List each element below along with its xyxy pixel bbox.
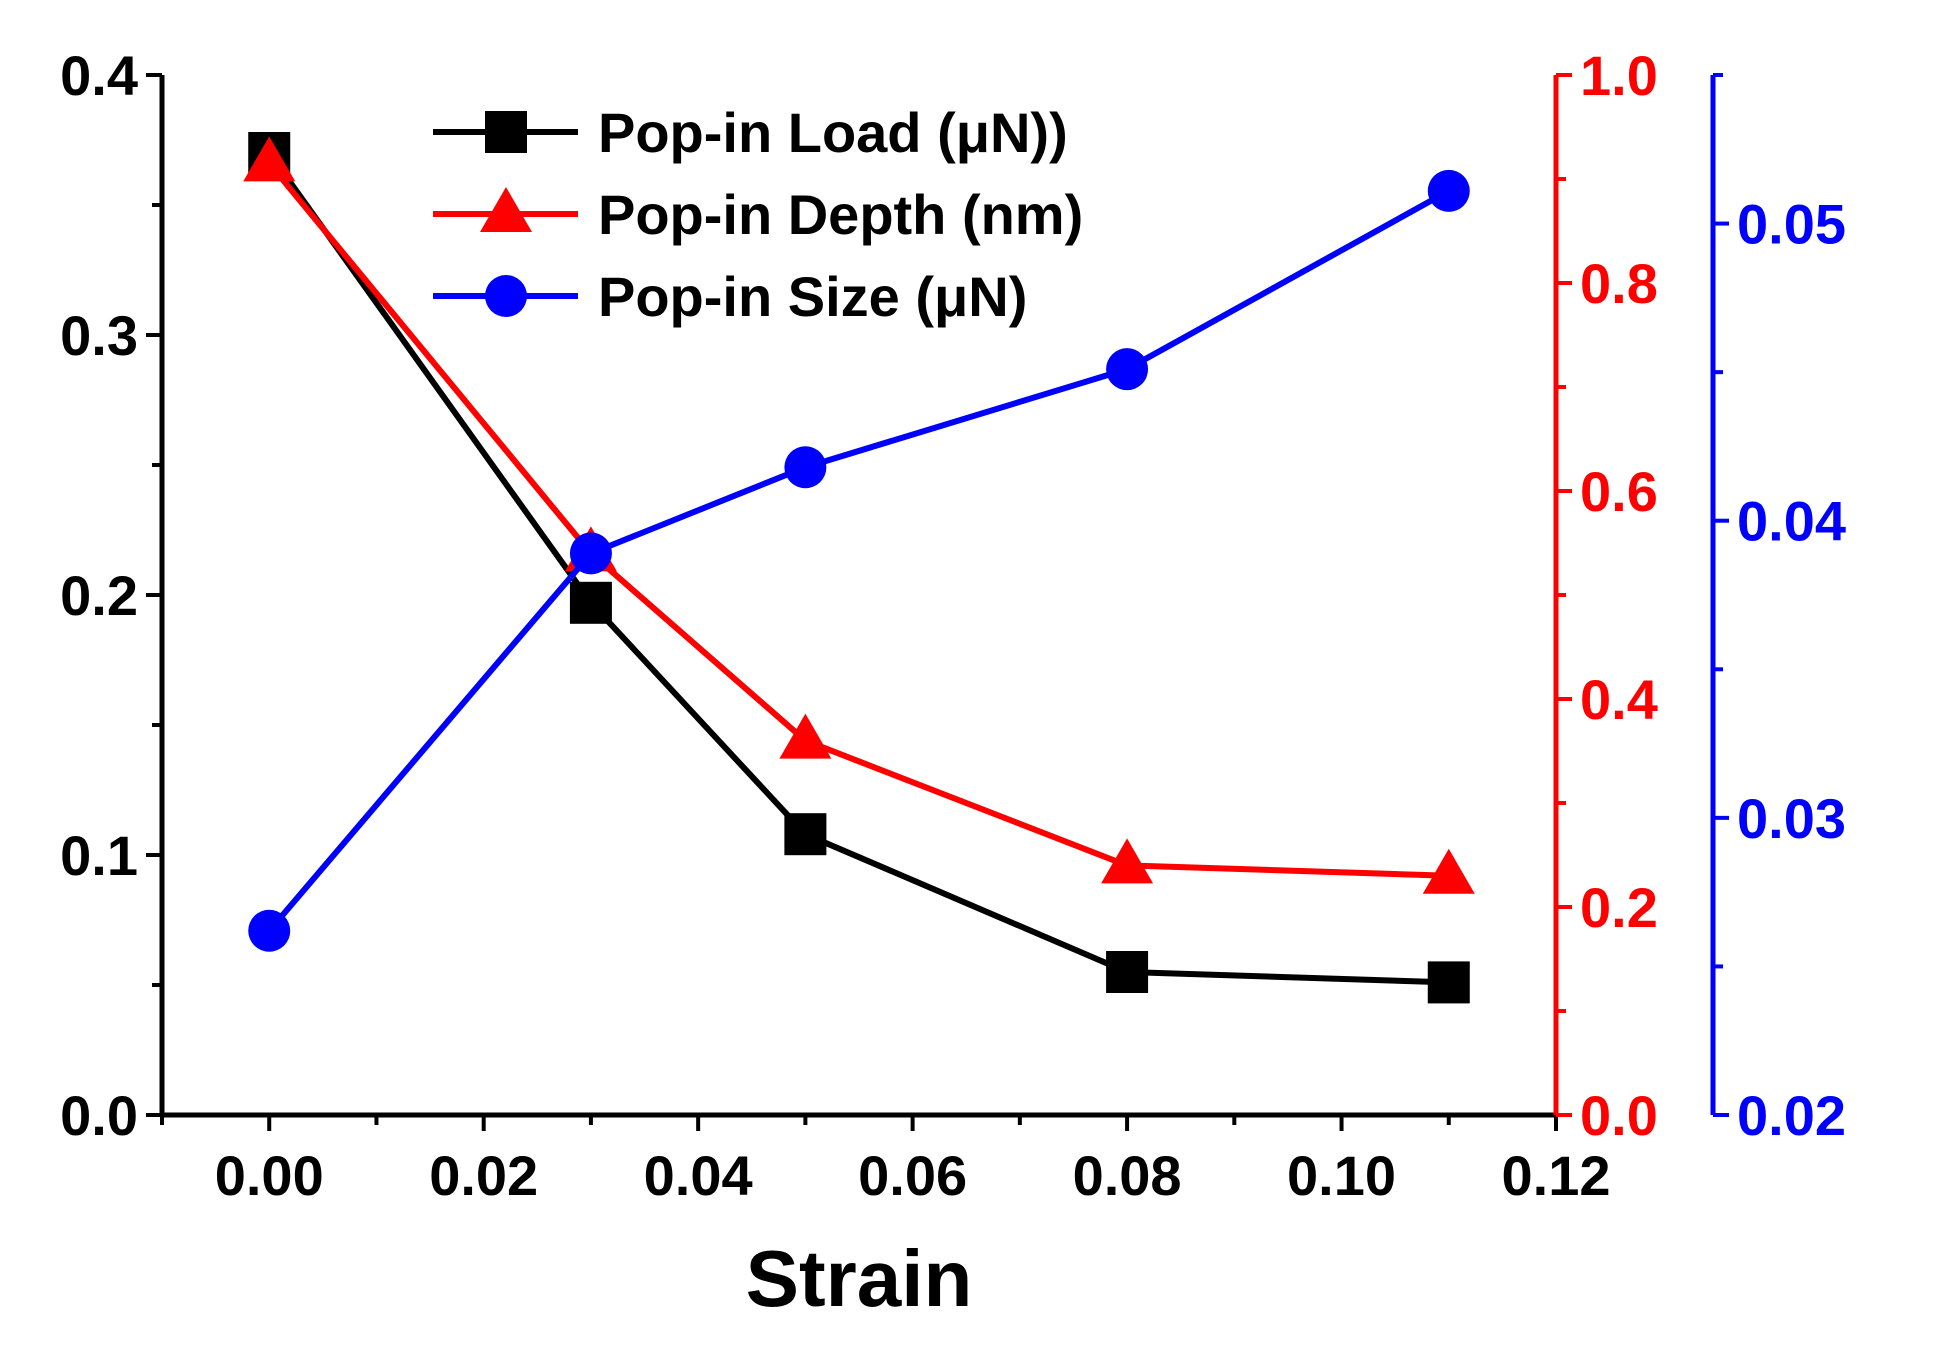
x-axis-title: Strain <box>746 1234 973 1323</box>
x-tick-label: 0.08 <box>1073 1144 1182 1207</box>
right2-tick-label: 0.04 <box>1737 490 1846 553</box>
legend-label: Pop-in Load (μN)) <box>598 101 1068 164</box>
legend-marker-circle <box>485 275 527 317</box>
data-point-square <box>569 581 612 624</box>
legend-item-circle: Pop-in Size (μN) <box>433 265 1027 328</box>
x-tick-label: 0.04 <box>644 1144 753 1207</box>
data-point-circle <box>248 909 291 952</box>
series-layer <box>243 132 1475 1004</box>
right-tick-label: 0.8 <box>1580 252 1658 315</box>
data-point-circle <box>569 532 612 575</box>
left-y-axis: 0.0 0.1 0.2 0.3 0.4 <box>60 44 162 1147</box>
right-tick-label: 0.2 <box>1580 876 1658 939</box>
left-tick-label: 0.3 <box>60 304 138 367</box>
legend-marker-triangle <box>480 187 532 232</box>
legend-item-triangle: Pop-in Depth (nm) <box>433 183 1083 246</box>
series-square <box>248 132 1470 1004</box>
x-tick-label: 0.02 <box>429 1144 538 1207</box>
legend-item-square: Pop-in Load (μN)) <box>433 101 1068 164</box>
right2-tick-label: 0.05 <box>1737 193 1846 256</box>
data-point-square <box>784 813 827 856</box>
data-point-circle <box>1106 348 1149 391</box>
left-tick-label: 0.1 <box>60 824 138 887</box>
data-point-triangle <box>1101 838 1154 884</box>
x-axis: 0.00 0.02 0.04 0.06 0.08 0.10 0.12 <box>160 1115 1611 1207</box>
data-point-triangle <box>779 713 832 759</box>
x-tick-label: 0.12 <box>1502 1144 1611 1207</box>
legend: Pop-in Load (μN)) Pop-in Depth (nm) Pop-in… <box>433 101 1083 328</box>
left-tick-label: 0.4 <box>60 44 138 107</box>
left-tick-label: 0.0 <box>60 1084 138 1147</box>
legend-marker-square <box>485 111 527 153</box>
x-tick-label: 0.00 <box>215 1144 324 1207</box>
right-tick-label: 0.0 <box>1580 1084 1658 1147</box>
data-point-square <box>1106 951 1149 993</box>
x-tick-label: 0.06 <box>858 1144 967 1207</box>
right2-tick-label: 0.02 <box>1737 1084 1846 1147</box>
data-point-triangle <box>243 136 296 182</box>
data-point-circle <box>1427 169 1470 212</box>
right-tick-label: 0.6 <box>1580 460 1658 523</box>
series-triangle <box>243 136 1475 894</box>
data-point-triangle <box>1422 848 1475 894</box>
x-tick-label: 0.10 <box>1287 1144 1396 1207</box>
left-tick-label: 0.2 <box>60 564 138 627</box>
right2-y-axis: 0.02 0.03 0.04 0.05 <box>1710 73 1846 1147</box>
data-point-square <box>1427 961 1470 1004</box>
right-tick-label: 1.0 <box>1580 44 1658 107</box>
right2-tick-label: 0.03 <box>1737 787 1846 850</box>
legend-label: Pop-in Depth (nm) <box>598 183 1083 246</box>
series-circle <box>248 169 1470 952</box>
right-tick-label: 0.4 <box>1580 668 1658 731</box>
legend-label: Pop-in Size (μN) <box>598 265 1027 328</box>
right-y-axis: 0.0 0.2 0.4 0.6 0.8 1.0 <box>1556 44 1658 1147</box>
data-point-circle <box>784 446 827 489</box>
